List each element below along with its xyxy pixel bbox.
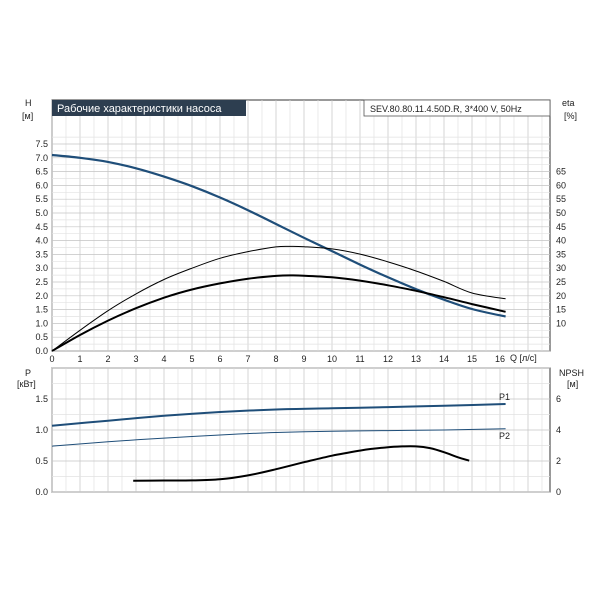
npsh-tick-label: 4 (556, 425, 561, 435)
x-tick-label: 12 (383, 354, 393, 364)
y-tick-label: 4.0 (35, 236, 48, 246)
y-axis-unit-h: [м] (22, 111, 33, 121)
x-tick-label: 3 (133, 354, 138, 364)
x-tick-label: 4 (161, 354, 166, 364)
y2-tick-label: 30 (556, 263, 566, 273)
npsh-curve (133, 445, 470, 482)
y-tick-label: 6.5 (35, 167, 48, 177)
y2-tick-label: 50 (556, 208, 566, 218)
y2-tick-label: 35 (556, 249, 566, 259)
y2-tick-label: 60 (556, 180, 566, 190)
p-tick-label: 0.5 (35, 456, 48, 466)
y-tick-label: 5.5 (35, 194, 48, 204)
y-tick-label: 0.0 (35, 346, 48, 356)
shaft-power-curve (51, 274, 506, 352)
y-axis-unit-p: [кВт] (17, 379, 36, 389)
x-tick-label: 0 (49, 354, 54, 364)
y-tick-label: 3.5 (35, 249, 48, 259)
y-tick-label: 6.0 (35, 180, 48, 190)
x-tick-label: 7 (245, 354, 250, 364)
y2-tick-label: 45 (556, 222, 566, 232)
y-axis-label-p: P (25, 368, 31, 378)
y-tick-label: 3.0 (35, 263, 48, 273)
npsh-tick-label: 2 (556, 456, 561, 466)
y2-axis-label-npsh: NPSH (559, 368, 584, 378)
bottom-chart-ticks: 0.0 0.5 1.0 1.5 0 2 4 6 (35, 394, 561, 497)
x-tick-label: 9 (301, 354, 306, 364)
chart-title-background (52, 100, 246, 116)
y-tick-label: 1.0 (35, 318, 48, 328)
x-tick-label: 10 (327, 354, 337, 364)
y2-tick-label: 40 (556, 236, 566, 246)
x-tick-label: 5 (189, 354, 194, 364)
p1-curve (51, 403, 506, 427)
chart-subtitle: SEV.80.80.11.4.50D.R, 3*400 V, 50Hz (370, 104, 522, 114)
y-tick-label: 2.5 (35, 277, 48, 287)
x-tick-label: 16 (495, 354, 505, 364)
efficiency-curve (51, 245, 506, 352)
npsh-tick-label: 0 (556, 487, 561, 497)
y2-tick-label: 15 (556, 305, 566, 315)
y-tick-label: 7.5 (35, 139, 48, 149)
bottom-chart-series (51, 403, 506, 482)
top-chart-ticks: 0.0 0.5 1.0 1.5 2.0 2.5 3.0 3.5 4.0 4.5 5.0 5.5 6.0 6… (35, 139, 566, 364)
p-tick-label: 1.0 (35, 425, 48, 435)
p-tick-label: 0.0 (35, 487, 48, 497)
x-tick-label: 11 (355, 354, 364, 364)
y2-axis-unit-npsh: [м] (567, 379, 578, 389)
series-label-p2: P2 (499, 431, 510, 441)
y2-tick-label: 20 (556, 291, 566, 301)
y-tick-label: 5.0 (35, 208, 48, 218)
x-tick-label: 13 (411, 354, 421, 364)
y2-tick-label: 10 (556, 318, 566, 328)
y-tick-label: 4.5 (35, 222, 48, 232)
chart-title: Рабочие характеристики насоса (57, 103, 222, 115)
y-axis-label-h: H (25, 98, 32, 108)
top-chart-grid (51, 99, 551, 352)
y2-tick-label: 25 (556, 277, 566, 287)
x-tick-label: 2 (105, 354, 110, 364)
y-tick-label: 7.0 (35, 153, 48, 163)
x-tick-label: 8 (273, 354, 278, 364)
y-tick-label: 2.0 (35, 291, 48, 301)
x-tick-label: 1 (77, 354, 82, 364)
x-tick-label: 15 (467, 354, 477, 364)
x-axis-label: Q [л/с] (510, 353, 537, 363)
x-tick-label: 6 (217, 354, 222, 364)
series-label-p1: P1 (499, 392, 510, 402)
bottom-chart-grid (51, 367, 551, 493)
x-tick-label: 14 (439, 354, 449, 364)
y2-tick-label: 55 (556, 194, 566, 204)
y-tick-label: 1.5 (35, 305, 48, 315)
y2-axis-unit-eta: [%] (564, 111, 577, 121)
y2-axis-label-eta: eta (562, 98, 575, 108)
y2-tick-label: 65 (556, 167, 566, 177)
top-chart-series (51, 153, 506, 352)
p2-curve (51, 428, 506, 447)
p-tick-label: 1.5 (35, 394, 48, 404)
y-tick-label: 0.5 (35, 332, 48, 342)
npsh-tick-label: 6 (556, 394, 561, 404)
subtitle-box (363, 99, 551, 117)
